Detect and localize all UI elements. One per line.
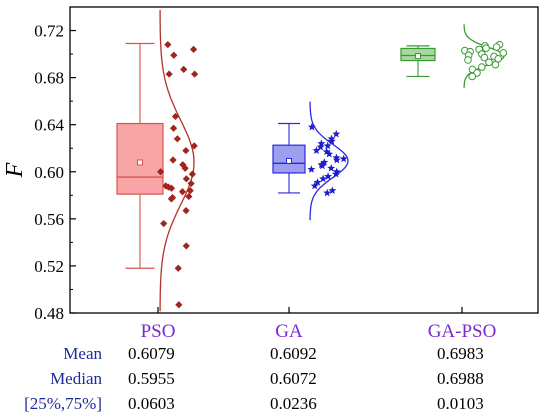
y-tick-label: 0.48 bbox=[34, 304, 64, 323]
data-point-diamond bbox=[191, 70, 199, 78]
data-point-circle bbox=[482, 44, 490, 52]
data-point-circle bbox=[464, 56, 472, 64]
stat-value: 0.0603 bbox=[128, 394, 175, 413]
y-tick-label: 0.64 bbox=[34, 116, 64, 135]
mean-marker bbox=[137, 159, 143, 166]
data-point-star bbox=[307, 122, 316, 131]
category-label: PSO bbox=[141, 321, 176, 342]
data-point-diamond bbox=[173, 135, 181, 143]
mean-marker bbox=[415, 53, 421, 60]
data-point-diamond bbox=[175, 301, 183, 309]
data-point-circle bbox=[485, 58, 493, 67]
stats-table: Mean 0.6079 0.6092 0.6983 Median 0.5955 0.6072… bbox=[0, 340, 550, 420]
data-point-star bbox=[325, 149, 334, 158]
data-point-star bbox=[316, 142, 325, 151]
data-point-diamond bbox=[190, 45, 198, 53]
category-label: GA-PSO bbox=[428, 321, 497, 342]
data-point-circle bbox=[491, 60, 500, 69]
data-point-diamond bbox=[188, 170, 196, 178]
data-point-star bbox=[327, 136, 336, 145]
data-point-diamond bbox=[157, 168, 165, 176]
stat-row-label: [25%,75%] bbox=[24, 394, 102, 413]
data-point-diamond bbox=[182, 207, 190, 215]
data-point-star bbox=[331, 169, 340, 178]
data-point-diamond bbox=[170, 51, 178, 59]
distribution-curve bbox=[309, 101, 349, 221]
data-point-star bbox=[323, 188, 332, 197]
data-point-diamond bbox=[182, 175, 190, 183]
category-label: GA bbox=[275, 321, 303, 342]
stat-value: 0.5955 bbox=[128, 369, 175, 388]
stat-value: 0.6983 bbox=[437, 344, 484, 363]
data-point-star bbox=[313, 178, 322, 186]
data-point-star bbox=[312, 146, 321, 154]
data-point-star bbox=[327, 164, 336, 172]
data-point-diamond bbox=[160, 219, 168, 228]
data-point-star bbox=[319, 174, 328, 183]
data-point-diamond bbox=[169, 124, 178, 132]
data-point-diamond bbox=[185, 192, 193, 201]
data-point-diamond bbox=[178, 188, 187, 196]
data-point-diamond bbox=[164, 41, 172, 49]
data-point-diamond bbox=[167, 184, 176, 192]
y-axis-title: F bbox=[2, 162, 28, 178]
box-iqr bbox=[116, 122, 164, 195]
data-point-star bbox=[318, 161, 327, 170]
data-point-diamond bbox=[182, 242, 190, 250]
data-point-star bbox=[317, 139, 326, 147]
data-point-star bbox=[328, 186, 337, 194]
data-point-circle bbox=[480, 53, 489, 62]
data-point-diamond bbox=[169, 156, 177, 164]
stat-value: 0.0103 bbox=[437, 394, 484, 413]
data-point-star bbox=[332, 155, 341, 164]
stat-value: 0.6072 bbox=[270, 369, 317, 388]
data-point-star bbox=[323, 141, 332, 150]
data-point-star bbox=[320, 158, 329, 166]
data-point-diamond bbox=[167, 195, 176, 203]
plot-area: 0.48 0.52 0.56 0.60 0.64 0.68 0.72 PSO GA GA-PSO bbox=[34, 6, 539, 342]
y-tick-label: 0.56 bbox=[34, 210, 64, 229]
y-tick-label: 0.52 bbox=[34, 257, 64, 276]
y-tick-label: 0.72 bbox=[34, 22, 64, 41]
data-point-circle bbox=[478, 63, 486, 71]
stat-row-label: Mean bbox=[63, 344, 102, 363]
data-point-diamond bbox=[174, 264, 182, 272]
stat-value: 0.6092 bbox=[270, 344, 317, 363]
chart-svg: F 0.48 0.52 0.56 0.60 0.64 0.68 0.72 PSO GA GA-PS… bbox=[2, 6, 539, 342]
plot-frame bbox=[69, 6, 539, 314]
y-tick-label: 0.68 bbox=[34, 69, 64, 88]
data-point-circle bbox=[492, 43, 501, 51]
data-point-star bbox=[332, 129, 341, 138]
data-point-diamond bbox=[190, 142, 198, 150]
data-point-star bbox=[324, 172, 333, 180]
y-tick-label: 0.60 bbox=[34, 163, 64, 182]
data-point-circle bbox=[499, 49, 508, 57]
data-point-star bbox=[322, 147, 331, 156]
data-point-diamond bbox=[180, 65, 188, 73]
stat-row-label: Median bbox=[50, 369, 102, 388]
data-point-star bbox=[310, 181, 319, 190]
data-point-diamond bbox=[182, 146, 190, 155]
stat-value: 0.6079 bbox=[128, 344, 175, 363]
data-point-star bbox=[307, 165, 316, 173]
distribution-curve bbox=[159, 9, 195, 312]
data-point-diamond bbox=[186, 187, 194, 195]
data-point-star bbox=[332, 167, 341, 176]
data-point-star bbox=[339, 154, 348, 163]
data-point-diamond bbox=[181, 164, 189, 172]
data-point-circle bbox=[468, 72, 477, 81]
data-point-diamond bbox=[171, 112, 180, 121]
mean-marker bbox=[286, 157, 292, 164]
stat-value: 0.0236 bbox=[270, 394, 317, 413]
data-point-circle bbox=[494, 54, 503, 63]
data-point-diamond bbox=[187, 179, 195, 188]
data-point-diamond bbox=[165, 70, 173, 78]
stat-value: 0.6988 bbox=[437, 369, 484, 388]
